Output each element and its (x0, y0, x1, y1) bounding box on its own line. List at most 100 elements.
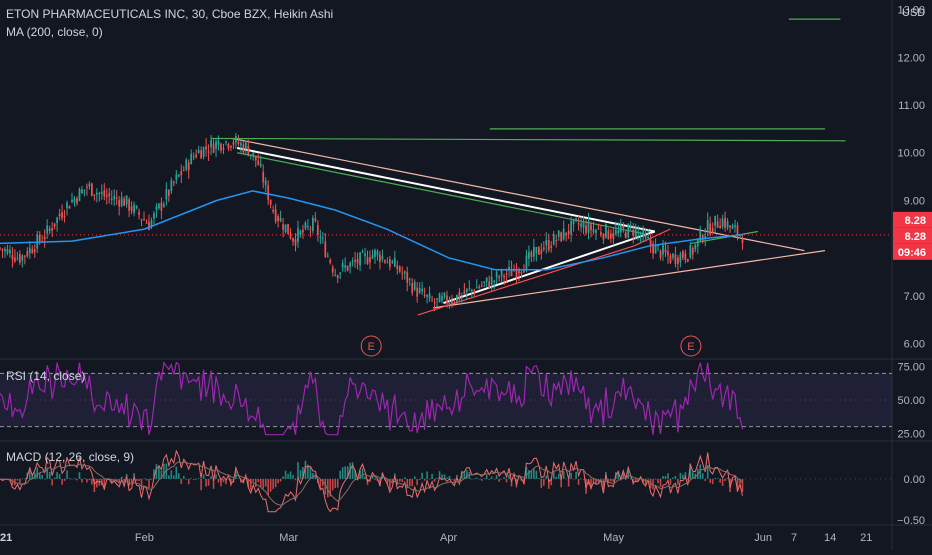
candle-body (222, 148, 225, 150)
macd-histogram-bar (312, 472, 314, 479)
macd-histogram-bar (304, 460, 307, 479)
candle-body (43, 236, 46, 240)
macd-histogram-bar (329, 478, 332, 497)
candle-body (4, 249, 6, 252)
candle-body (46, 225, 49, 234)
macd-histogram-bar (617, 470, 620, 479)
candle-body (63, 216, 66, 218)
price-tick-label: 6.00 (904, 339, 925, 351)
macd-histogram-bar (654, 478, 657, 480)
macd-histogram-bar (416, 478, 418, 486)
macd-histogram-bar (386, 478, 389, 485)
candle-body (719, 226, 721, 229)
candle-body (98, 192, 101, 194)
macd-histogram-bar (667, 473, 669, 479)
macd-histogram-bar (331, 478, 334, 491)
macd-histogram-bar (582, 478, 585, 480)
macd-histogram-bar (545, 475, 548, 479)
macd-histogram-bar (309, 466, 312, 479)
candle-body (331, 267, 334, 273)
macd-histogram-bar (552, 470, 555, 479)
candle-body (706, 220, 709, 231)
candle-body (580, 223, 582, 227)
macd-histogram-bar (294, 478, 297, 481)
candle-body (9, 249, 11, 254)
candle-body (662, 245, 664, 255)
candle-body (212, 143, 215, 153)
macd-histogram-bar (431, 473, 433, 479)
candle-body (123, 198, 126, 206)
candle-body (711, 228, 714, 233)
candle-body (500, 269, 503, 277)
candle-body (68, 206, 71, 209)
macd-histogram-bar (51, 478, 53, 486)
candle-body (731, 225, 734, 229)
macd-histogram-bar (160, 470, 163, 479)
candle-body (614, 229, 617, 234)
candle-body (369, 257, 371, 263)
candle-body (637, 231, 640, 233)
candle-body (585, 225, 587, 234)
macd-histogram-bar (68, 478, 71, 479)
macd-histogram-bar (555, 476, 558, 479)
macd-histogram-bar (324, 478, 327, 495)
candle-body (622, 226, 625, 229)
price-badge: 8.28 (893, 211, 932, 228)
candle-body (309, 228, 312, 230)
macd-histogram-bar (709, 478, 711, 483)
candle-body (58, 213, 61, 217)
candle-body (284, 224, 287, 232)
macd-histogram-bar (170, 470, 173, 479)
trendline (236, 146, 656, 233)
candle-body (304, 222, 307, 229)
candle-body (689, 245, 692, 258)
macd-histogram-bar (24, 478, 26, 480)
candle-body (724, 217, 726, 228)
macd-histogram-bar (498, 478, 500, 482)
candle-body (624, 232, 627, 239)
macd-histogram-bar (391, 478, 394, 484)
macd-histogram-bar (227, 478, 230, 480)
candle-body (182, 169, 185, 171)
macd-histogram-bar (426, 471, 428, 479)
macd-histogram-bar (398, 478, 401, 482)
candle-body (0, 247, 1, 249)
candle-body (510, 269, 513, 277)
candle-body (555, 240, 558, 242)
macd-histogram-bar (458, 478, 461, 481)
candle-body (595, 230, 597, 234)
macd-histogram-bar (543, 478, 545, 486)
candle-body (232, 142, 235, 145)
macd-histogram-bar (314, 474, 317, 479)
candle-body (1, 248, 4, 251)
candle-body (537, 246, 540, 255)
macd-histogram-bar (642, 478, 644, 483)
macd-histogram-bar (344, 466, 346, 479)
candle-body (426, 295, 428, 297)
candle-body (14, 257, 16, 262)
candle-body (436, 298, 438, 300)
candle-body (520, 271, 523, 274)
macd-histogram-bar (510, 478, 513, 487)
macd-histogram-bar (724, 478, 726, 481)
candle-body (312, 217, 314, 231)
candle-body (587, 220, 590, 233)
candle-body (269, 199, 272, 205)
candle-body (490, 276, 493, 285)
candle-body (135, 205, 138, 208)
time-tick-label: 2021 (0, 532, 12, 544)
candle-body (403, 271, 406, 274)
macd-histogram-bar (192, 478, 195, 480)
candle-body (401, 273, 404, 275)
macd-histogram-bar (212, 478, 215, 489)
candle-body (190, 154, 193, 164)
candle-body (649, 239, 652, 246)
macd-histogram-bar (165, 463, 168, 479)
candle-body (458, 291, 461, 300)
candle-body (297, 228, 299, 243)
macd-histogram-bar (463, 472, 466, 479)
candle-body (267, 185, 270, 200)
candle-body (634, 227, 637, 237)
